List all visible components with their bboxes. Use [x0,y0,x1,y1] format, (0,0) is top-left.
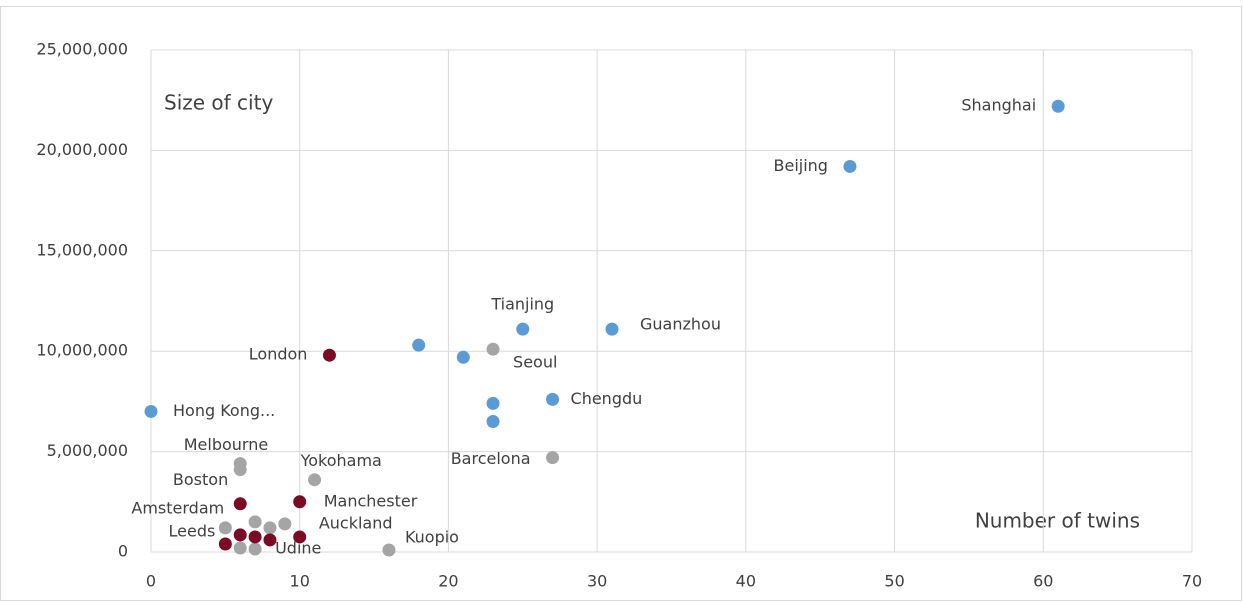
point-label: Beijing [774,156,828,175]
point-label: Manchester [324,491,418,510]
x-tick-label: 30 [587,572,607,591]
x-tick-label: 20 [438,572,458,591]
x-tick-label: 0 [146,572,156,591]
point [218,537,232,551]
point-label: Shanghai [961,96,1036,115]
point [248,542,262,556]
point [412,338,426,352]
x-tick-label: 40 [736,572,756,591]
point [263,533,277,547]
x-axis-label: Number of twins [975,509,1140,533]
point [1051,99,1065,113]
point-label: Yokohama [300,451,382,470]
point-label: Chengdu [571,389,643,408]
point-label: Boston [173,470,228,489]
point [546,392,560,406]
point [278,517,292,531]
point-label: Kuopio [405,527,459,546]
point [486,342,500,356]
point-label: Tianjing [490,295,554,314]
point-label: Seoul [513,353,557,372]
point [293,495,307,509]
point [308,473,322,487]
point-label: Barcelona [451,449,531,468]
x-tick-label: 50 [884,572,904,591]
point [486,396,500,410]
point-label: Auckland [319,513,393,532]
point-label: Udine [275,538,321,557]
y-tick-label: 5,000,000 [47,441,128,460]
y-tick-label: 0 [118,542,128,561]
y-tick-label: 25,000,000 [36,40,128,59]
point [233,463,247,477]
chart-frame [0,6,1242,601]
point [843,159,857,173]
point-label: Leeds [169,521,216,540]
y-tick-label: 10,000,000 [36,341,128,360]
point [248,530,262,544]
point [546,451,560,465]
x-tick-label: 10 [290,572,310,591]
point [144,404,158,418]
point [218,521,232,535]
point [293,530,307,544]
point [456,350,470,364]
x-tick-label: 60 [1033,572,1053,591]
point [248,515,262,529]
point-label: Guanzhou [640,315,721,334]
point-label: Hong Kong... [173,401,275,420]
point-label: Amsterdam [131,498,224,517]
point [233,528,247,542]
point [233,497,247,511]
point [233,541,247,555]
y-tick-label: 20,000,000 [36,140,128,159]
point [263,521,277,535]
x-tick-label: 70 [1182,572,1202,591]
y-tick-label: 15,000,000 [36,240,128,259]
point [322,348,336,362]
point [486,414,500,428]
point-label: London [249,345,308,364]
point [382,543,396,557]
point [605,322,619,336]
y-axis-label: Size of city [164,91,273,115]
point [516,322,530,336]
point-label: Melbourne [184,435,268,454]
